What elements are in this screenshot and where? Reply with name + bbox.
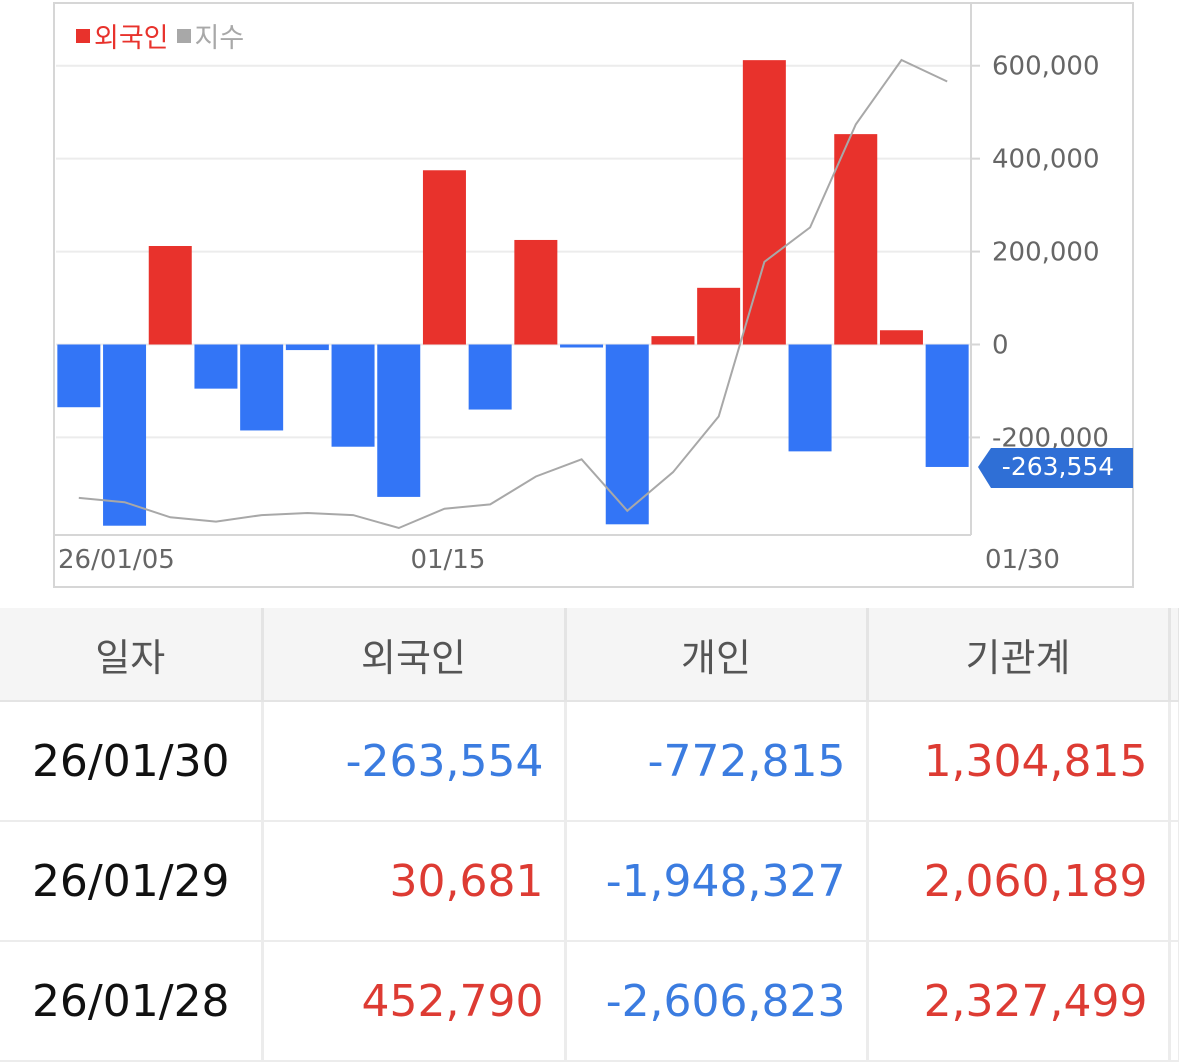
legend-label-foreign: 외국인 (94, 23, 169, 54)
legend-swatch-foreign (76, 28, 90, 43)
header-overflow (1169, 608, 1179, 702)
foreign-bar[interactable] (788, 344, 832, 452)
foreign-bar[interactable] (57, 344, 101, 408)
row-individual: -1,948,327 (565, 821, 869, 942)
header-foreign[interactable]: 외국인 (262, 608, 567, 702)
table-row[interactable]: 26/01/30 -263,554 -772,815 1,304,815 (0, 701, 1179, 822)
row-foreign: 30,681 (262, 821, 567, 942)
chart-legend: 외국인 지수 (76, 16, 244, 55)
foreign-bar[interactable] (697, 287, 741, 345)
investor-flow-table: 일자 외국인 개인 기관계 26/01/30 -263,554 -772,815 1,… (0, 608, 1179, 1062)
row-overflow (1169, 701, 1179, 822)
row-date: 26/01/28 (0, 941, 264, 1062)
row-overflow (1169, 941, 1179, 1062)
row-individual: -2,606,823 (565, 941, 869, 1062)
foreign-bar[interactable] (879, 330, 923, 345)
legend-item-foreign: 외국인 (76, 16, 169, 55)
table-row[interactable]: 26/01/29 30,681 -1,948,327 2,060,189 (0, 821, 1179, 942)
foreign-bar[interactable] (925, 344, 969, 467)
row-individual: -772,815 (565, 701, 869, 822)
table-row[interactable]: 26/01/28 452,790 -2,606,823 2,327,499 (0, 941, 1179, 1062)
row-institution: 1,304,815 (867, 701, 1171, 822)
legend-item-index: 지수 (176, 16, 245, 55)
header-institution[interactable]: 기관계 (867, 608, 1171, 702)
foreign-bar[interactable] (514, 239, 558, 345)
row-date: 26/01/29 (0, 821, 264, 942)
foreign-bar[interactable] (103, 344, 147, 526)
foreign-bar[interactable] (834, 134, 878, 345)
x-tick-label: 26/01/05 (58, 545, 175, 575)
row-date: 26/01/30 (0, 701, 264, 822)
row-foreign: 452,790 (262, 941, 567, 1062)
header-date[interactable]: 일자 (0, 608, 264, 702)
y-tick-label: 200,000 (992, 238, 1100, 268)
y-tick-label: 400,000 (992, 145, 1100, 175)
header-individual[interactable]: 개인 (565, 608, 869, 702)
legend-swatch-index (176, 28, 191, 43)
row-institution: 2,060,189 (867, 821, 1171, 942)
foreign-bar[interactable] (194, 344, 238, 389)
current-value-badge: -263,554 (978, 448, 1133, 488)
foreign-bar[interactable] (468, 344, 512, 410)
row-overflow (1169, 821, 1179, 942)
row-foreign: -263,554 (262, 701, 567, 822)
foreign-bar[interactable] (148, 246, 192, 345)
foreign-bar[interactable] (331, 344, 375, 447)
foreign-bar[interactable] (285, 344, 329, 351)
foreign-bar[interactable] (377, 344, 421, 497)
investor-flow-chart: -200,000 0 200,000 400,000 600,000 26/01/05 0… (53, 2, 1134, 588)
foreign-bar[interactable] (651, 336, 695, 345)
foreign-bar[interactable] (422, 170, 466, 345)
foreign-bar[interactable] (560, 344, 604, 348)
foreign-bar[interactable] (240, 344, 284, 431)
current-value-label: -263,554 (1002, 452, 1114, 481)
row-institution: 2,327,499 (867, 941, 1171, 1062)
y-tick-label: 0 (992, 331, 1009, 361)
y-tick-label: 600,000 (992, 52, 1100, 82)
legend-label-index: 지수 (194, 23, 245, 54)
x-tick-label: 01/30 (985, 545, 1060, 575)
foreign-bar[interactable] (742, 60, 786, 345)
index-line (78, 58, 948, 530)
table-header-row: 일자 외국인 개인 기관계 (0, 608, 1179, 702)
chart-frame (53, 2, 1134, 588)
x-tick-label: 01/15 (410, 545, 485, 575)
